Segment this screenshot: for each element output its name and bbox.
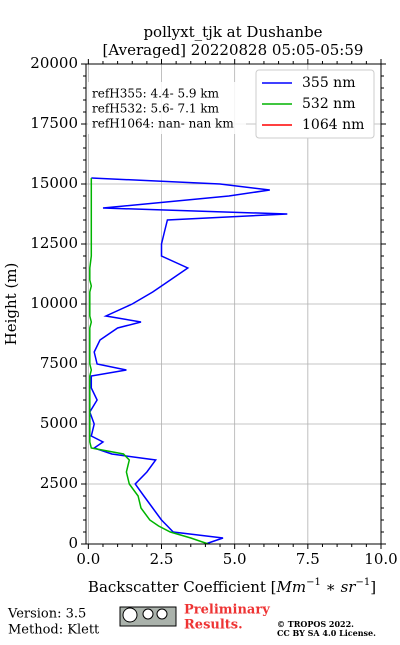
legend-label: 1064 nm <box>302 117 364 133</box>
chart-title: [Averaged] 20220828 05:05-05:59 <box>103 41 364 59</box>
chart-title: pollyxt_tjk at Dushanbe <box>143 23 322 41</box>
y-tick-label: 17500 <box>30 114 78 132</box>
annotation: refH1064: nan- nan km <box>92 117 234 131</box>
y-tick-label: 7500 <box>40 354 78 372</box>
version: Version: 3.5 <box>7 607 86 622</box>
license: © TROPOS 2022. <box>277 619 354 629</box>
x-tick-label: 7.5 <box>296 550 320 568</box>
x-tick-label: 0.0 <box>76 550 100 568</box>
x-label-part: ∗ <box>321 578 341 596</box>
y-tick-label: 15000 <box>30 174 78 192</box>
y-tick-label: 12500 <box>30 234 78 252</box>
preliminary-note: Results. <box>184 618 243 633</box>
annotation: refH355: 4.4- 5.9 km <box>92 87 220 101</box>
y-axis-label: Height (m) <box>2 263 20 346</box>
method: Method: Klett <box>8 623 100 638</box>
legend-label: 532 nm <box>302 96 355 112</box>
x-label-part: −1 <box>355 577 370 588</box>
y-tick-label: 5000 <box>40 414 78 432</box>
x-tick-label: 2.5 <box>150 550 174 568</box>
legend-label: 355 nm <box>302 75 355 91</box>
plot-frame <box>85 63 382 545</box>
x-tick-label: 5.0 <box>223 550 247 568</box>
preliminary-note: Preliminary <box>184 603 270 618</box>
x-axis-label: Backscatter Coefficient [Mm−1 ∗ sr−1] <box>88 577 376 597</box>
cc-logo <box>119 606 177 627</box>
y-tick-label: 2500 <box>40 474 78 492</box>
x-label-part: Backscatter Coefficient [ <box>88 578 277 596</box>
y-tick-label: 20000 <box>30 54 78 72</box>
x-label-part: sr <box>341 578 357 596</box>
x-label-part: −1 <box>306 577 321 588</box>
legend-box <box>255 69 375 139</box>
x-tick-label: 10.0 <box>364 550 397 568</box>
x-label-part: ] <box>370 578 376 596</box>
y-tick-label: 10000 <box>30 294 78 312</box>
x-label-part: Mm <box>276 578 307 596</box>
y-tick-label: 0 <box>68 534 78 552</box>
profile-line <box>88 177 288 545</box>
profile-line <box>89 178 209 545</box>
license: CC BY SA 4.0 License. <box>277 628 376 638</box>
annotation: refH532: 5.6- 7.1 km <box>92 102 220 116</box>
annotation-box <box>88 82 246 134</box>
